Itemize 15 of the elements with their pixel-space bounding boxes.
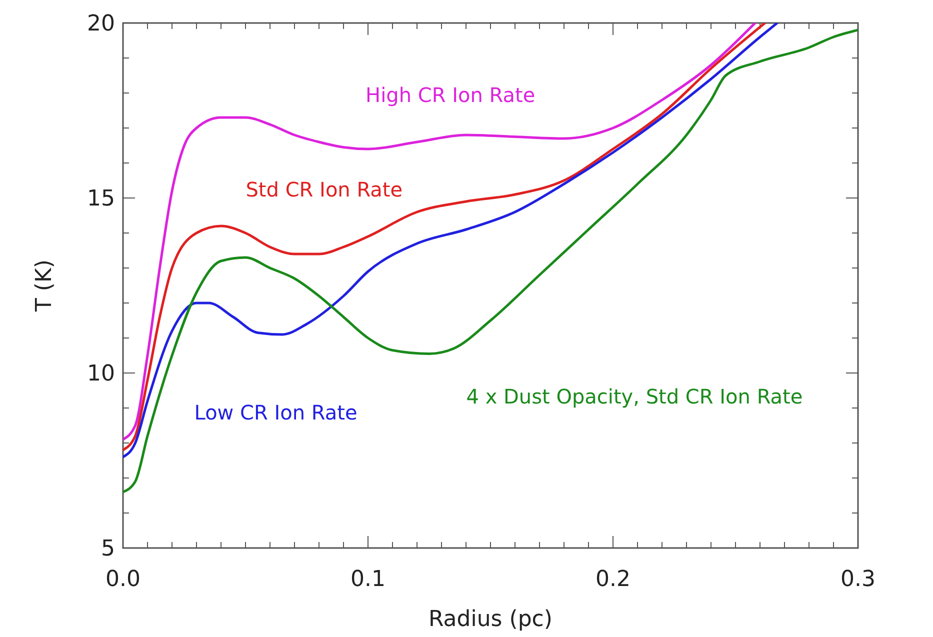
series-label: Std CR Ion Rate	[246, 177, 403, 202]
x-tick-label: 0.3	[840, 567, 876, 592]
x-tick-label: 0.1	[350, 567, 386, 592]
y-tick-label: 5	[101, 536, 115, 562]
x-axis-title: Radius (pc)	[428, 607, 552, 632]
y-axis-title: T (K)	[32, 259, 57, 313]
series-label: High CR Ion Rate	[366, 82, 536, 107]
text: Low CR Ion Rate	[194, 400, 358, 424]
y-tick-label: 15	[87, 186, 115, 212]
y-tick-label: 20	[87, 12, 115, 37]
x-tick-label: 0.2	[596, 567, 630, 592]
line-series	[123, 28, 858, 494]
series-label: 4 x Dust Opacity, Std CR Ion Rate	[466, 384, 803, 409]
x-tick-label: 0.0	[106, 567, 140, 592]
y-tick-label: 10	[87, 362, 115, 387]
